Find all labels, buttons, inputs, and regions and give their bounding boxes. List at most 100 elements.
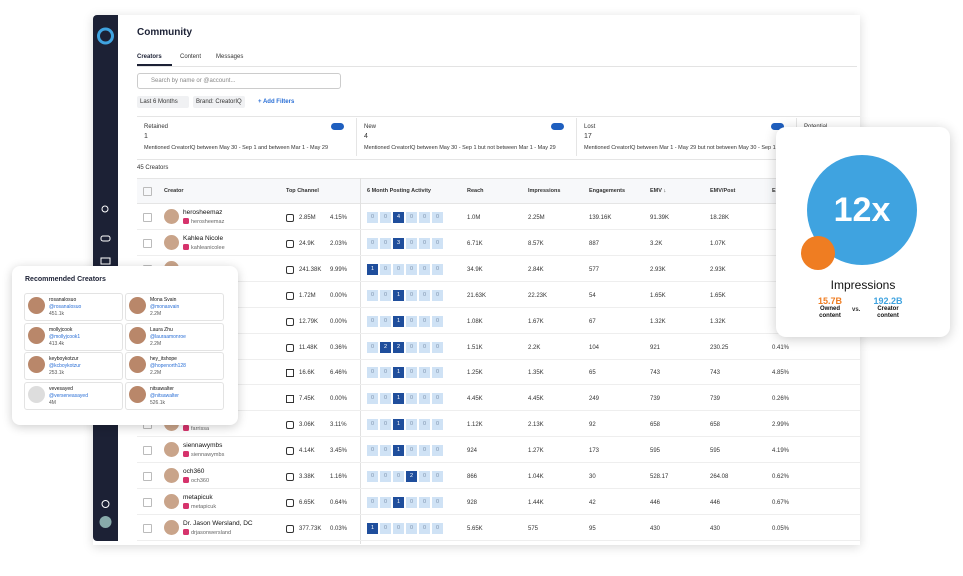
engagement-rate: 4.15%	[330, 215, 348, 221]
avatar-icon	[99, 516, 112, 528]
creator-avatar	[164, 442, 179, 458]
metric-reach: 924	[467, 448, 478, 455]
card-label: Retained	[144, 124, 169, 130]
filter-label[interactable]: Last 6 Months	[140, 99, 178, 105]
tab[interactable]: Creators	[137, 54, 162, 60]
metric-emv-post: 743	[710, 370, 721, 377]
row-divider	[137, 539, 860, 541]
card-divider	[576, 118, 577, 156]
activity-box: 0	[406, 367, 417, 379]
metric-impressions: 2.84K	[528, 266, 544, 273]
recommended-avatar	[129, 297, 146, 314]
filter-chip[interactable]	[193, 96, 245, 108]
metric-emv: 921	[650, 344, 661, 351]
recommended-followers: 413.4k	[49, 340, 65, 347]
activity-box: 0	[380, 367, 391, 379]
engagement-rate: 3.11%	[330, 422, 347, 429]
dismiss-button[interactable]	[211, 301, 217, 307]
filter-chip[interactable]	[137, 96, 189, 108]
activity-box: 0	[419, 496, 430, 508]
tab-divider	[137, 66, 857, 67]
recommended-handle: @monasvain	[150, 304, 180, 310]
search-box[interactable]: Search by name or @account...	[137, 73, 341, 89]
recommended-avatar	[28, 356, 45, 373]
activity-box: 0	[432, 445, 443, 457]
activity-box: 1	[393, 445, 404, 457]
tab[interactable]: Content	[180, 54, 202, 60]
owned-label: Owned content	[819, 306, 841, 319]
recommended-followers: 2.2M	[150, 340, 162, 347]
creator-name: herosheemaz	[183, 209, 223, 216]
column-header: EMV/Post	[710, 188, 736, 194]
metric-emv: 528.17	[650, 474, 669, 480]
creator-avatar	[164, 493, 179, 509]
metric-emv-post: 1.07K	[710, 240, 726, 247]
metric-impressions: 2.2K	[528, 344, 541, 351]
channel-followers: 4.14K	[299, 448, 315, 455]
row-divider	[137, 436, 860, 438]
dismiss-button[interactable]	[110, 301, 116, 307]
metric-impressions: 1.27K	[528, 448, 544, 455]
metric-emv-post: 230.25	[710, 344, 729, 351]
metric-reach: 1.08K	[467, 318, 483, 325]
instagram-badge	[183, 218, 189, 224]
dismiss-button[interactable]	[110, 331, 116, 337]
metric-emv-post: 446	[710, 499, 721, 506]
filter-label[interactable]: + Add Filters	[258, 99, 295, 105]
card-value: 4	[364, 133, 368, 140]
dismiss-button[interactable]	[211, 331, 217, 337]
metric-reach: 4.45K	[467, 396, 483, 403]
channel-followers: 3.06K	[299, 422, 315, 429]
metric-engagements: 42	[589, 499, 596, 506]
row-checkbox[interactable]	[143, 238, 152, 248]
activity-box: 0	[406, 522, 417, 534]
row-divider	[137, 306, 860, 308]
header-checkbox[interactable]	[143, 187, 152, 196]
dismiss-button[interactable]	[110, 360, 116, 366]
activity-box: 1	[393, 315, 404, 327]
recommended-handle: @kcboykotzur	[49, 363, 81, 369]
activity-box: 0	[367, 341, 378, 353]
activity-box: 0	[367, 471, 378, 482]
row-checkbox[interactable]	[143, 523, 152, 533]
creator-name: och360	[183, 468, 205, 475]
toggle[interactable]	[551, 123, 564, 130]
activity-box: 2	[406, 471, 417, 482]
tab[interactable]: Messages	[216, 54, 244, 60]
filter-label[interactable]: Brand: CreatorIQ	[196, 99, 242, 105]
dismiss-button[interactable]	[211, 390, 217, 396]
row-checkbox[interactable]	[143, 497, 152, 507]
row-checkbox[interactable]	[143, 213, 152, 222]
metric-impressions: 22.23K	[528, 292, 548, 299]
dismiss-button[interactable]	[211, 360, 217, 366]
activity-box: 1	[393, 393, 404, 405]
activity-box: 0	[432, 315, 443, 327]
recommended-card	[24, 352, 123, 380]
metric-engagements: 65	[589, 370, 596, 377]
page-title: Community	[137, 27, 192, 38]
activity-box: 1	[367, 522, 378, 534]
toggle[interactable]	[771, 123, 784, 130]
toggle[interactable]	[331, 123, 344, 130]
instagram-badge	[183, 425, 189, 432]
creator-handle: drjasonwersland	[191, 529, 232, 536]
recommended-name: nitsawalter	[150, 385, 174, 392]
metric-emv: 430	[650, 525, 661, 532]
recommended-name: hey_itshope	[150, 356, 177, 362]
recommended-avatar	[28, 297, 45, 314]
activity-box: 0	[367, 367, 378, 379]
activity-box: 0	[406, 263, 417, 275]
creator-avatar	[164, 519, 179, 535]
metric-engagements: 67	[589, 318, 596, 325]
row-checkbox[interactable]	[143, 446, 152, 456]
metric-reach: 34.9K	[467, 266, 483, 273]
search-placeholder: Search by name or @account...	[151, 78, 236, 84]
instagram-icon	[286, 265, 294, 274]
dismiss-button[interactable]	[110, 390, 116, 396]
recommended-handle: @lauraamonroe	[150, 333, 186, 340]
creator-name: Dr. Jason Wersland, DC	[183, 519, 253, 527]
recommended-name: keyboykotzur	[49, 356, 79, 362]
column-header: EMV ↓	[650, 188, 667, 194]
row-checkbox[interactable]	[143, 472, 152, 481]
vs-label: vs.	[852, 307, 861, 313]
